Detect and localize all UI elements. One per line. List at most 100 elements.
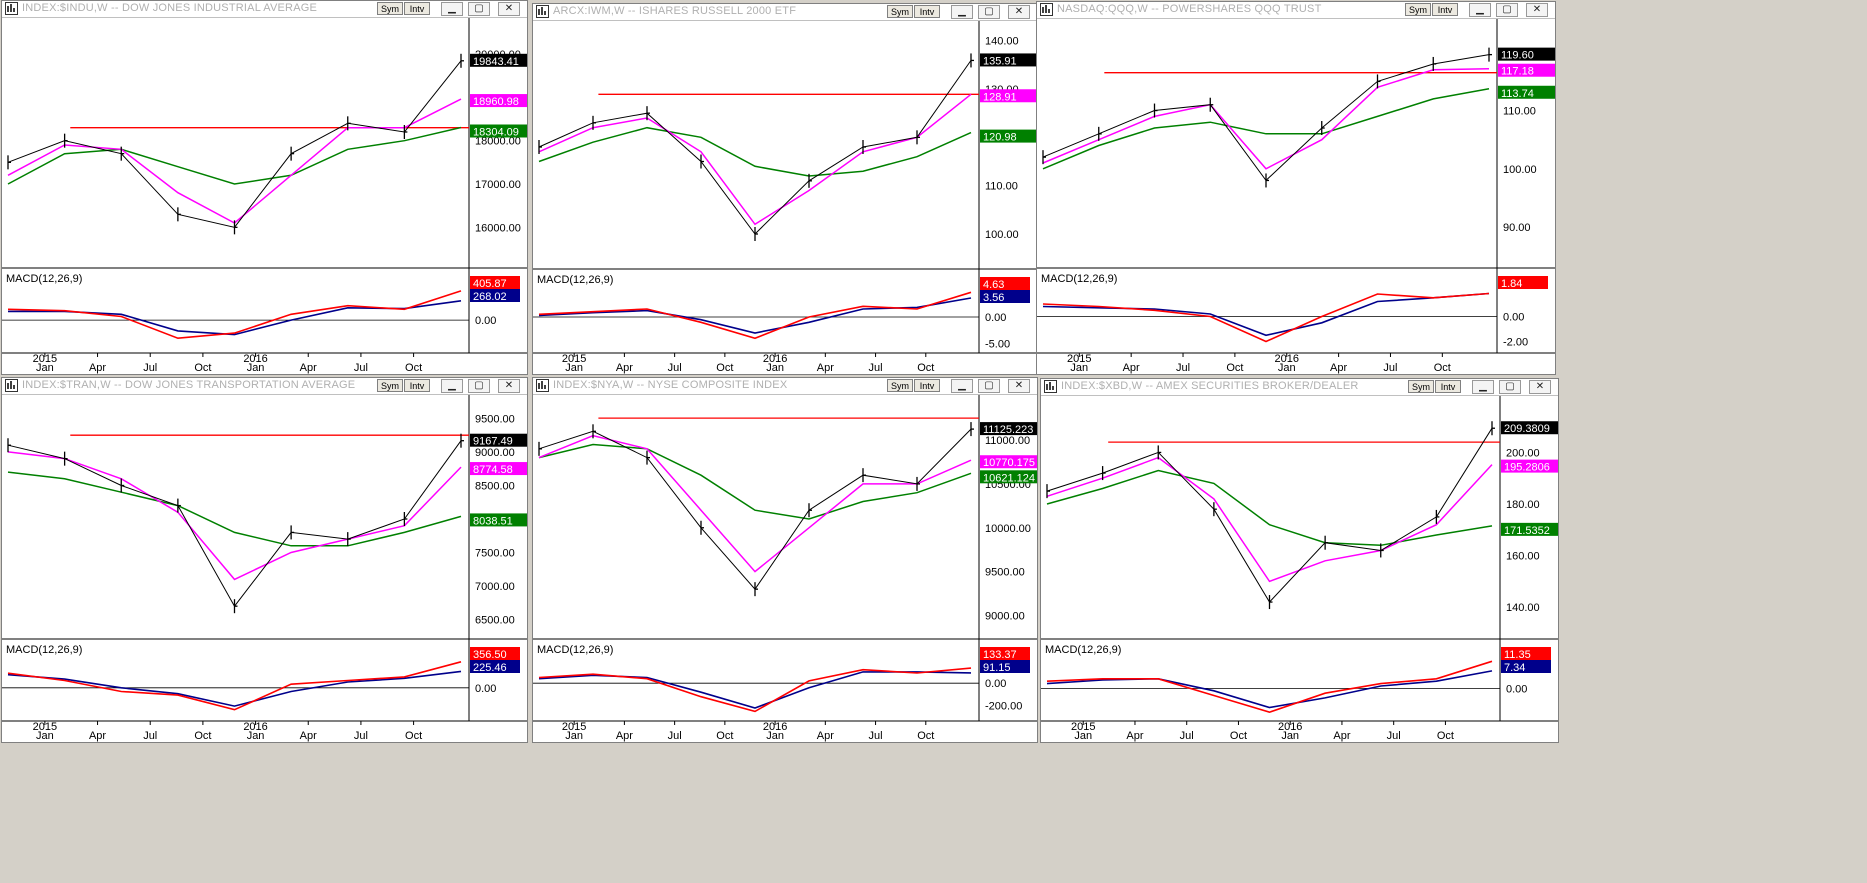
month-label: Jul [1387, 730, 1401, 742]
window-titlebar[interactable]: NASDAQ:QQQ,W -- POWERSHARES QQQ TRUST Sym… [1037, 2, 1555, 19]
chart-window-indu[interactable]: INDEX:$INDU,W -- DOW JONES INDUSTRIAL AV… [1, 0, 528, 375]
window-titlebar[interactable]: ARCX:IWM,W -- ISHARES RUSSELL 2000 ETF Sy… [533, 4, 1037, 21]
minimize-button[interactable]: ▁ [441, 379, 463, 393]
price-value-label: 120.98 [983, 132, 1017, 144]
window-titlebar[interactable]: INDEX:$NYA,W -- NYSE COMPOSITE INDEX Sym I… [533, 378, 1037, 395]
macd-value-badge [470, 289, 520, 302]
macd-value-badge [470, 660, 520, 673]
window-titlebar[interactable]: INDEX:$XBD,W -- AMEX SECURITIES BROKER/D… [1041, 379, 1558, 396]
chart-window-xbd[interactable]: INDEX:$XBD,W -- AMEX SECURITIES BROKER/D… [1040, 378, 1559, 743]
price-value-label: 9167.49 [473, 436, 513, 448]
month-label: Apr [817, 730, 834, 742]
restore-button[interactable]: ▢ [978, 379, 1000, 393]
month-label: Jul [143, 362, 157, 374]
sym-button[interactable]: Sym [887, 5, 913, 18]
price-value-label: 18960.98 [473, 96, 519, 108]
restore-button[interactable]: ▢ [1499, 380, 1521, 394]
macd-signal-line [8, 300, 462, 336]
macd-value-badge [980, 290, 1030, 303]
month-label: Apr [1126, 730, 1143, 742]
price-tick-label: 160.00 [1506, 551, 1540, 563]
price-tick-label: 11000.00 [985, 435, 1030, 447]
restore-button[interactable]: ▢ [468, 2, 490, 16]
close-button[interactable]: ✕ [1008, 379, 1030, 393]
macd-value-label: 133.37 [983, 649, 1017, 661]
moving-average-green [1046, 469, 1493, 547]
macd-label: MACD(12,26,9) [1045, 644, 1121, 656]
close-button[interactable]: ✕ [1008, 5, 1030, 19]
price-tick-label: 90.00 [1503, 222, 1531, 234]
macd-line [7, 290, 462, 340]
minimize-button[interactable]: ▁ [1469, 3, 1491, 17]
macd-tick-label: -200.00 [985, 701, 1022, 713]
macd-value-label: 3.56 [983, 292, 1004, 304]
macd-tick-label: 0.00 [985, 678, 1006, 690]
month-label: Jan [1281, 730, 1299, 742]
price-line [7, 60, 462, 228]
price-tick-label: 110.00 [1503, 106, 1536, 118]
price-value-badge [1498, 47, 1555, 61]
month-label: Oct [1437, 730, 1454, 742]
price-value-badge [980, 455, 1037, 469]
macd-line [538, 291, 972, 340]
year-label: 2016 [243, 353, 267, 365]
restore-button[interactable]: ▢ [468, 379, 490, 393]
macd-line [1046, 660, 1493, 714]
close-button[interactable]: ✕ [498, 2, 520, 16]
moving-average-magenta [1042, 67, 1490, 170]
sym-button[interactable]: Sym [377, 379, 403, 392]
sym-button[interactable]: Sym [887, 379, 913, 392]
close-button[interactable]: ✕ [1529, 380, 1551, 394]
interval-button[interactable]: Intv [404, 379, 430, 392]
price-tick-label: 7500.00 [475, 548, 515, 560]
sym-button[interactable]: Sym [1405, 3, 1431, 16]
year-label: 2016 [763, 721, 787, 733]
macd-signal-line [1042, 292, 1490, 337]
interval-button[interactable]: Intv [404, 2, 430, 15]
year-label: 2015 [562, 353, 586, 365]
price-value-label: 113.74 [1501, 88, 1534, 100]
sym-button[interactable]: Sym [1408, 380, 1434, 393]
price-value-badge [470, 513, 527, 527]
price-value-badge [980, 422, 1037, 436]
chart-window-qqq[interactable]: NASDAQ:QQQ,W -- POWERSHARES QQQ TRUST Sym… [1036, 1, 1556, 375]
month-label: Jul [869, 362, 883, 374]
sym-button[interactable]: Sym [377, 2, 403, 15]
minimize-button[interactable]: ▁ [951, 5, 973, 19]
month-label: Oct [917, 362, 934, 374]
restore-button[interactable]: ▢ [978, 5, 1000, 19]
close-button[interactable]: ✕ [498, 379, 520, 393]
chart-window-nya[interactable]: INDEX:$NYA,W -- NYSE COMPOSITE INDEX Sym I… [532, 377, 1038, 743]
interval-button[interactable]: Intv [1432, 3, 1458, 16]
month-label: Oct [1434, 362, 1451, 374]
restore-button[interactable]: ▢ [1496, 3, 1518, 17]
macd-line [1042, 292, 1490, 343]
price-value-label: 10770.175 [983, 457, 1035, 469]
chart-window-iwm[interactable]: ARCX:IWM,W -- ISHARES RUSSELL 2000 ETF Sy… [532, 3, 1038, 375]
price-value-badge [470, 53, 527, 67]
month-label: Oct [1226, 362, 1243, 374]
interval-button[interactable]: Intv [914, 379, 940, 392]
month-label: Apr [1330, 362, 1347, 374]
price-tick-label: 140.00 [1506, 602, 1540, 614]
macd-label: MACD(12,26,9) [6, 273, 82, 285]
minimize-button[interactable]: ▁ [951, 379, 973, 393]
month-label: Jan [565, 362, 583, 374]
price-tick-label: 16000.00 [475, 222, 521, 234]
window-titlebar[interactable]: INDEX:$INDU,W -- DOW JONES INDUSTRIAL AV… [2, 1, 527, 18]
moving-average-green [1042, 88, 1490, 170]
minimize-button[interactable]: ▁ [441, 2, 463, 16]
minimize-button[interactable]: ▁ [1472, 380, 1494, 394]
chart-window-tran[interactable]: INDEX:$TRAN,W -- DOW JONES TRANSPORTATIO… [1, 377, 528, 743]
moving-average-green [7, 471, 462, 547]
close-button[interactable]: ✕ [1526, 3, 1548, 17]
window-titlebar[interactable]: INDEX:$TRAN,W -- DOW JONES TRANSPORTATIO… [2, 378, 527, 395]
month-label: Apr [817, 362, 834, 374]
macd-value-label: 405.87 [473, 278, 507, 290]
price-line [538, 428, 972, 591]
interval-button[interactable]: Intv [1435, 380, 1461, 393]
chart-title: NASDAQ:QQQ,W -- POWERSHARES QQQ TRUST [1057, 3, 1322, 15]
month-label: Oct [917, 730, 934, 742]
month-label: Jan [766, 362, 784, 374]
interval-button[interactable]: Intv [914, 5, 940, 18]
